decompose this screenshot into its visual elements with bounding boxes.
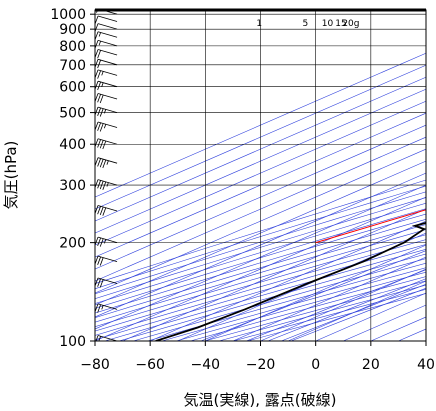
mixing-ratio-line — [281, 10, 436, 341]
isotherm-line — [343, 10, 436, 341]
profile-series — [156, 14, 436, 341]
mixing-ratio-line — [291, 10, 436, 341]
wind-barb — [95, 32, 117, 40]
wind-barb — [95, 40, 117, 48]
mixing-ratio-label: 5 — [303, 19, 309, 29]
mixing-ratio-label: 10 — [322, 19, 334, 29]
y-tick-label: 100 — [59, 334, 86, 350]
mixing-ratio-label: 20g — [342, 19, 359, 29]
y-tick-label: 1000 — [50, 7, 86, 23]
dry-adiabat-line — [33, 10, 436, 341]
wind-barb — [95, 81, 117, 90]
wind-barb — [95, 158, 117, 168]
isotherm-line — [95, 10, 436, 341]
wind-barb — [95, 94, 117, 104]
dry-adiabat-line — [48, 10, 436, 341]
dry-adiabat-line — [76, 10, 436, 341]
wind-barbs — [95, 9, 117, 345]
wind-barb — [95, 205, 117, 215]
temperature-line — [156, 14, 436, 341]
y-tick-label: 400 — [59, 137, 86, 153]
wind-barb — [95, 180, 117, 190]
wind-barb — [95, 50, 117, 59]
y-tick-label: 300 — [59, 178, 86, 194]
x-tick-label: 40 — [417, 357, 435, 373]
x-tick-label: −60 — [135, 357, 165, 373]
dry-adiabat-line — [176, 10, 436, 341]
x-tick-label: −80 — [80, 357, 110, 373]
wind-barb — [95, 70, 117, 79]
wind-barb — [95, 107, 117, 117]
isotherm-line — [67, 10, 436, 341]
x-tick-label: −20 — [246, 357, 276, 373]
x-tick-label: 0 — [311, 357, 320, 373]
x-tick-label: −40 — [191, 357, 221, 373]
wind-barb — [95, 59, 117, 68]
isotherm-line — [123, 10, 436, 341]
wind-barb — [95, 16, 117, 24]
wind-barb — [95, 122, 117, 131]
y-tick-label: 900 — [59, 22, 86, 38]
x-tick-label: 20 — [362, 357, 380, 373]
x-axis-ticks: −80 −60 −40 −20 0 20 40 — [80, 341, 435, 373]
dry-adiabat-line — [162, 10, 436, 341]
dry-adiabat-line — [91, 10, 436, 341]
y-axis-title: 気圧(hPa) — [2, 141, 20, 210]
wind-barb — [95, 24, 117, 32]
dry-adiabat-line — [219, 10, 436, 341]
y-tick-label: 600 — [59, 80, 86, 96]
y-tick-label: 700 — [59, 58, 86, 74]
y-tick-label: 500 — [59, 106, 86, 122]
wind-barb — [95, 237, 117, 247]
wind-barb — [95, 139, 117, 149]
mixing-ratio-label: 1 — [256, 19, 262, 29]
x-axis-title: 気温(実線), 露点(破線) — [184, 391, 337, 409]
y-tick-label: 200 — [59, 236, 86, 252]
y-tick-label: 800 — [59, 39, 86, 55]
dry-adiabat-line — [133, 10, 436, 341]
isotherm-line — [233, 10, 436, 341]
isotherm-line — [426, 10, 436, 341]
